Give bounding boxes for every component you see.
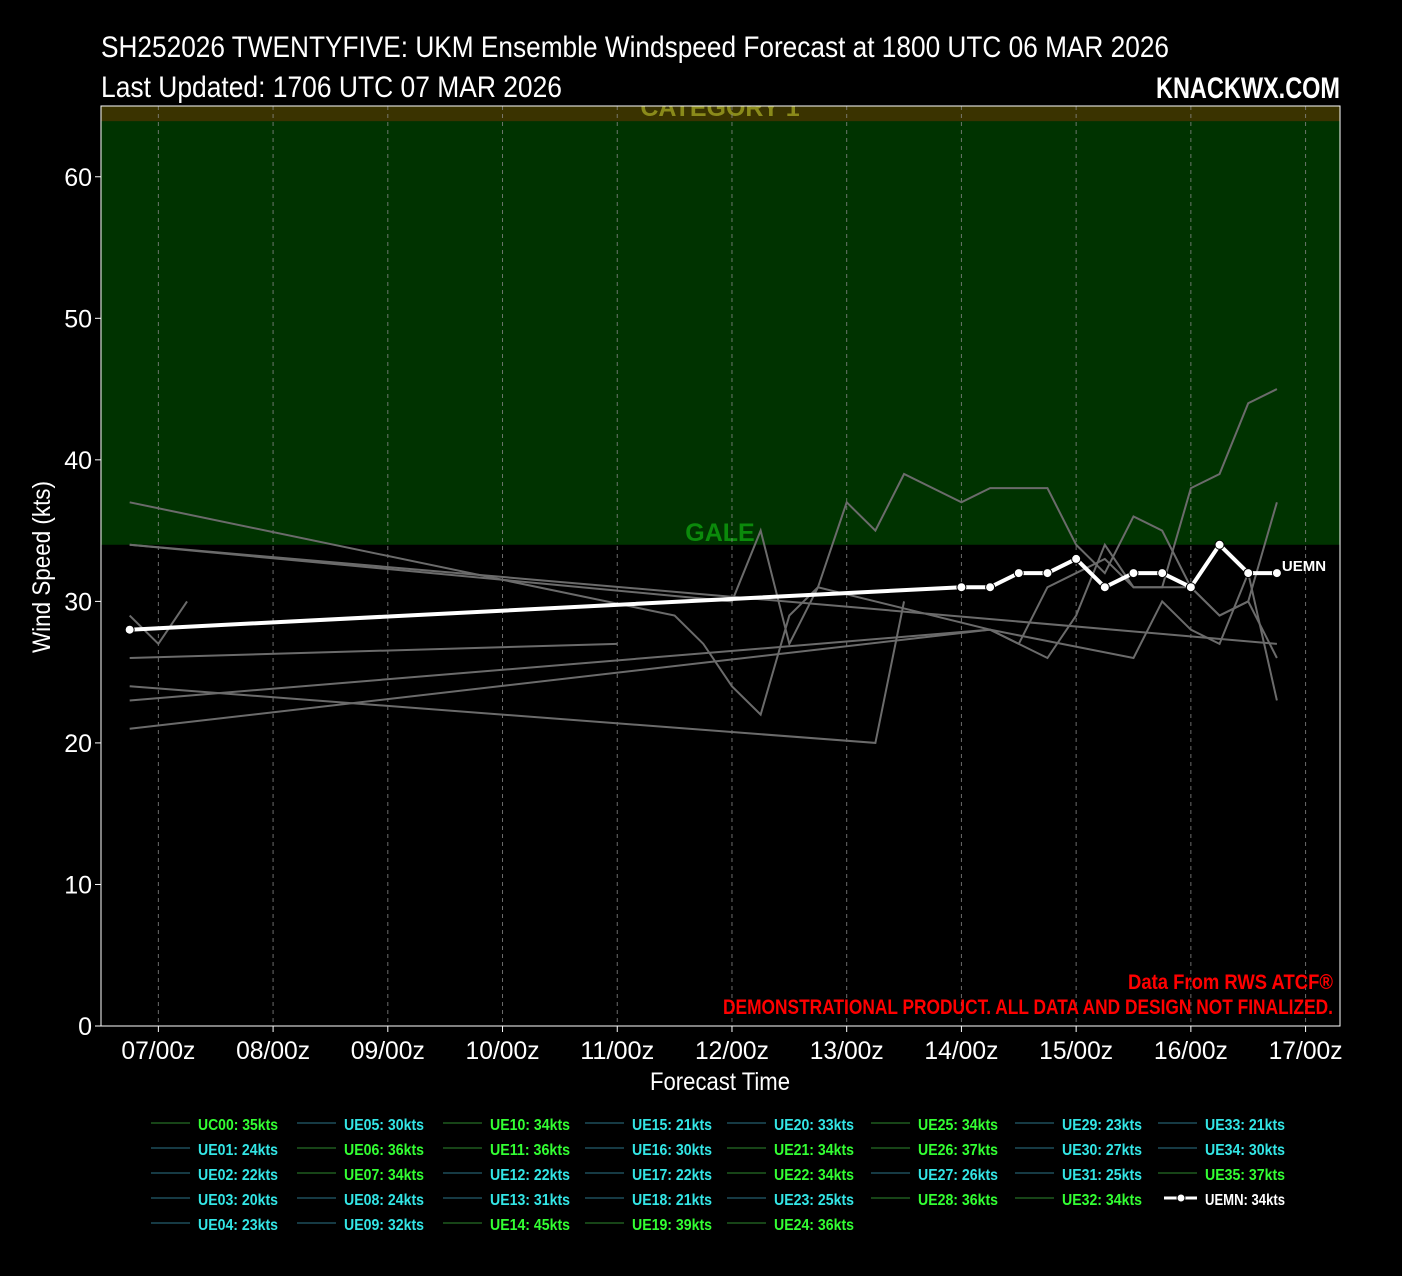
- grid-lines: [157, 106, 1307, 1026]
- legend-entry: UC00: 35kts: [198, 1117, 278, 1134]
- x-axis-label: Forecast Time: [650, 1068, 790, 1096]
- y-tick-label: 60: [64, 164, 92, 192]
- x-tick-label: 12/00z: [695, 1037, 769, 1065]
- axes: 0 10 20 30 40 50 60 07/00z 08/00z 09/00z 10/00z 11/…: [64, 105, 1343, 1065]
- mean-point: [1042, 568, 1053, 579]
- legend-entry: UE30: 27kts: [1062, 1142, 1142, 1159]
- ensemble-mean-line: UEMN: [124, 539, 1326, 635]
- legend-entry: UE23: 25kts: [774, 1192, 854, 1209]
- legend-entry: UE03: 20kts: [198, 1192, 278, 1209]
- legend-entry: UE29: 23kts: [1062, 1117, 1142, 1134]
- y-tick-label: 10: [64, 871, 92, 899]
- mean-point: [1071, 553, 1082, 564]
- y-tick-label: 40: [64, 447, 92, 475]
- legend-entry: UE09: 32kts: [344, 1217, 424, 1234]
- member-line: [129, 601, 906, 744]
- legend-entry: UE14: 45kts: [490, 1217, 570, 1234]
- gale-band: [101, 120, 1340, 545]
- legend-entry: UE05: 30kts: [344, 1117, 424, 1134]
- intensity-bands: GALE CATEGORY 1: [101, 94, 1340, 547]
- x-tick-label: 14/00z: [924, 1037, 998, 1065]
- mean-point: [124, 624, 135, 635]
- mean-point: [985, 582, 996, 593]
- member-line: [129, 472, 1278, 717]
- mean-point: [1157, 568, 1168, 579]
- y-axis-label: Wind Speed (kts): [28, 481, 56, 653]
- x-tick-label: 13/00z: [810, 1037, 884, 1065]
- legend-entry: UE19: 39kts: [632, 1217, 712, 1234]
- mean-point: [1099, 582, 1110, 593]
- mean-point: [1243, 568, 1254, 579]
- x-tick-label: 08/00z: [236, 1037, 310, 1065]
- member-line: [128, 600, 188, 646]
- legend-entry: UE12: 22kts: [490, 1167, 570, 1184]
- legend-entry: UE06: 36kts: [344, 1142, 424, 1159]
- legend-entry: UE34: 30kts: [1205, 1142, 1285, 1159]
- member-line: [129, 543, 1277, 645]
- member-line: [129, 527, 1278, 660]
- last-updated: Last Updated: 1706 UTC 07 MAR 2026: [101, 71, 562, 104]
- x-tick-label: 17/00z: [1269, 1037, 1343, 1065]
- x-tick-label: 09/00z: [351, 1037, 425, 1065]
- category1-label: CATEGORY 1: [640, 94, 799, 122]
- mean-point: [1185, 582, 1196, 593]
- member-line: [129, 642, 618, 659]
- legend-entry: UE04: 23kts: [198, 1217, 278, 1234]
- legend-entry: UE21: 34kts: [774, 1142, 854, 1159]
- x-tick-label: 15/00z: [1039, 1037, 1113, 1065]
- legend-entry: UE32: 34kts: [1062, 1192, 1142, 1209]
- x-tick-label: 07/00z: [121, 1037, 195, 1065]
- legend-entry: UE11: 36kts: [490, 1142, 570, 1159]
- legend-entry: UE02: 22kts: [198, 1167, 278, 1184]
- legend-entry: UE35: 37kts: [1205, 1167, 1285, 1184]
- member-line: [129, 388, 1278, 702]
- legend-entry: UE26: 37kts: [918, 1142, 998, 1159]
- plot-frame: [100, 105, 1341, 1027]
- y-tick-label: 50: [64, 305, 92, 333]
- ensemble-member-lines: [128, 388, 1278, 744]
- legend-entry: UE07: 34kts: [344, 1167, 424, 1184]
- mean-point: [1271, 568, 1282, 579]
- legend-entry: UE27: 26kts: [918, 1167, 998, 1184]
- mean-point: [1128, 568, 1139, 579]
- data-credit: Data From RWS ATCF®: [1128, 971, 1333, 994]
- legend-entry: UEMN: 34kts: [1205, 1192, 1285, 1209]
- y-tick-label: 30: [64, 588, 92, 616]
- legend-entry: UE22: 34kts: [774, 1167, 854, 1184]
- legend-entry: UE15: 21kts: [632, 1117, 712, 1134]
- gale-label: GALE: [685, 519, 754, 547]
- legend-entry: UE33: 21kts: [1205, 1117, 1285, 1134]
- legend-entry: UE10: 34kts: [490, 1117, 570, 1134]
- x-tick-label: 10/00z: [466, 1037, 540, 1065]
- y-tick-label: 20: [64, 730, 92, 758]
- legend-entry: UE20: 33kts: [774, 1117, 854, 1134]
- legend-entry: UE25: 34kts: [918, 1117, 998, 1134]
- legend: UC00: 35kts UE01: 24kts UE02: 22kts UE03: 2…: [151, 1117, 1285, 1234]
- member-line: [129, 569, 1278, 730]
- mean-point: [956, 582, 967, 593]
- category1-band: [101, 106, 1340, 122]
- mean-point: [1013, 568, 1024, 579]
- legend-entry: UE28: 36kts: [918, 1192, 998, 1209]
- y-tick-label: 0: [78, 1013, 92, 1041]
- legend-entry: UE24: 36kts: [774, 1217, 854, 1234]
- x-tick-label: 16/00z: [1154, 1037, 1228, 1065]
- legend-entry: UE08: 24kts: [344, 1192, 424, 1209]
- legend-entry: UE01: 24kts: [198, 1142, 278, 1159]
- legend-entry: UE16: 30kts: [632, 1142, 712, 1159]
- legend-entry: UE31: 25kts: [1062, 1167, 1142, 1184]
- chart-title: SH252026 TWENTYFIVE: UKM Ensemble Windsp…: [101, 31, 1169, 64]
- legend-entry: UE13: 31kts: [490, 1192, 570, 1209]
- legend-entry: UE18: 21kts: [632, 1192, 712, 1209]
- mean-point: [1214, 539, 1225, 550]
- brand-logo-text: KNACKWX.COM: [1156, 72, 1340, 105]
- demo-disclaimer: DEMONSTRATIONAL PRODUCT. ALL DATA AND DE…: [723, 996, 1333, 1019]
- x-tick-label: 11/00z: [580, 1037, 654, 1065]
- legend-entry: UE17: 22kts: [632, 1167, 712, 1184]
- legend-mean-marker: [1176, 1193, 1186, 1203]
- mean-end-label: UEMN: [1282, 558, 1326, 575]
